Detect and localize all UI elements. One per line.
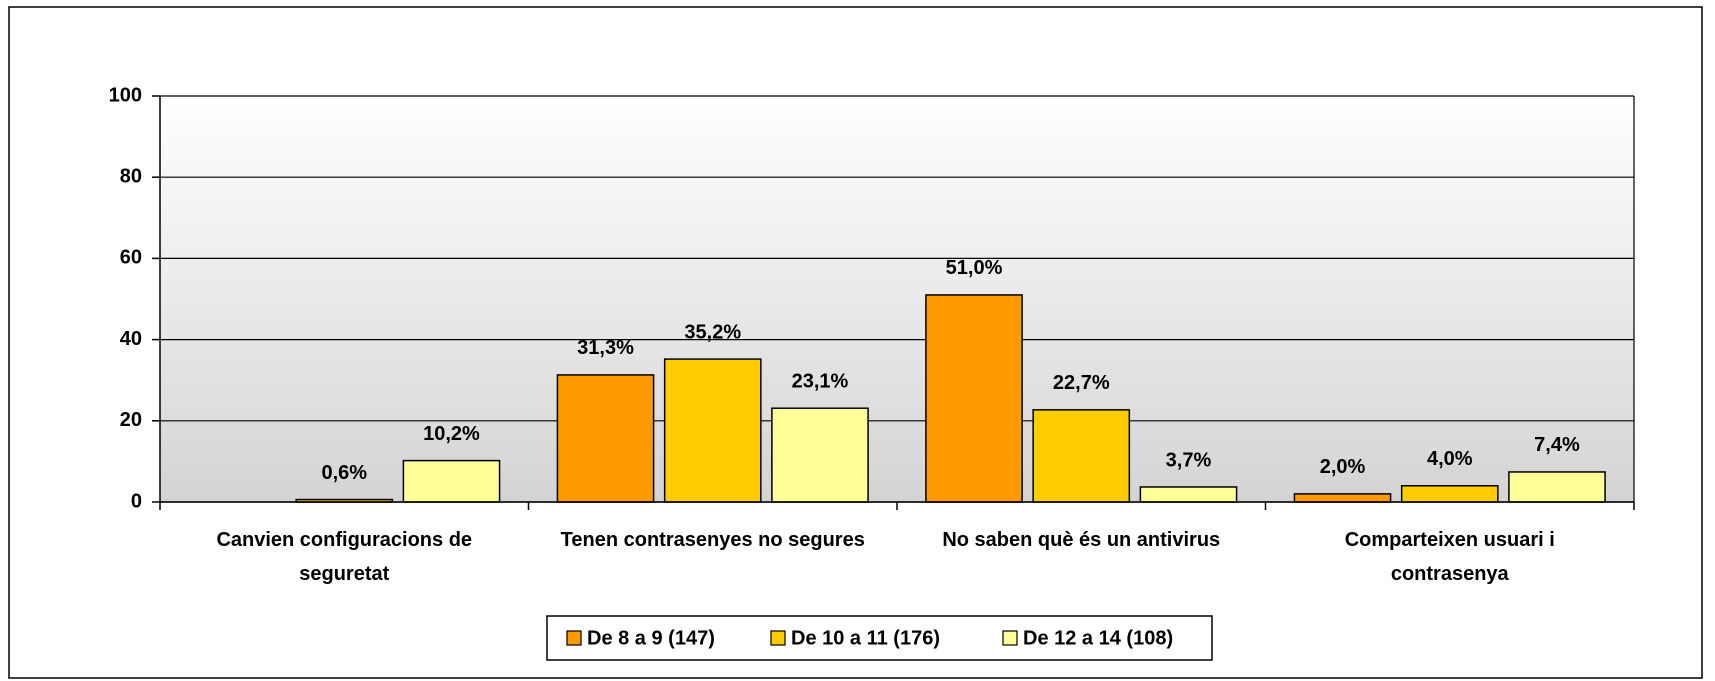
legend-swatch xyxy=(770,630,786,646)
bar xyxy=(663,358,762,503)
legend-swatch xyxy=(566,630,582,646)
data-label: 22,7% xyxy=(1053,372,1110,394)
y-tick-label: 40 xyxy=(120,328,142,350)
legend-swatch xyxy=(1002,630,1018,646)
y-tick-label: 80 xyxy=(120,165,142,187)
data-label: 10,2% xyxy=(423,423,480,445)
x-tick-label: Canvien configuracions de seguretat xyxy=(216,529,473,585)
data-label: 3,7% xyxy=(1166,449,1212,471)
y-tick-label: 20 xyxy=(120,409,142,431)
x-tick-label: Tenen contrasenyes no segures xyxy=(560,529,865,551)
y-tick-label: 100 xyxy=(109,84,142,106)
y-tick-label: 60 xyxy=(120,247,142,269)
data-label: 35,2% xyxy=(684,321,741,343)
y-tick-label: 0 xyxy=(131,490,142,512)
bar xyxy=(402,459,501,503)
legend-box xyxy=(546,615,1213,661)
x-tick-label: No saben què és un antivirus xyxy=(942,529,1221,551)
data-label: 51,0% xyxy=(946,257,1003,279)
data-label: 2,0% xyxy=(1320,456,1366,478)
bar xyxy=(556,374,655,503)
bar xyxy=(771,407,869,503)
bar xyxy=(1508,471,1606,503)
bar xyxy=(1139,486,1238,503)
data-label: 4,0% xyxy=(1427,448,1473,470)
bar xyxy=(1032,409,1131,503)
data-label: 7,4% xyxy=(1534,434,1580,456)
data-label: 31,3% xyxy=(577,337,634,359)
legend-label: De 12 a 14 (108) xyxy=(1023,627,1173,649)
x-tick-label: Comparteixen usuari i contrasenya xyxy=(1344,529,1555,585)
bar xyxy=(925,294,1023,503)
legend-label: De 10 a 11 (176) xyxy=(791,627,940,649)
bar xyxy=(1400,485,1499,503)
bar xyxy=(1293,493,1392,503)
data-label: 23,1% xyxy=(792,370,849,392)
legend-label: De 8 a 9 (147) xyxy=(587,627,715,649)
data-label: 0,6% xyxy=(321,462,367,484)
plot-area xyxy=(160,96,1634,502)
